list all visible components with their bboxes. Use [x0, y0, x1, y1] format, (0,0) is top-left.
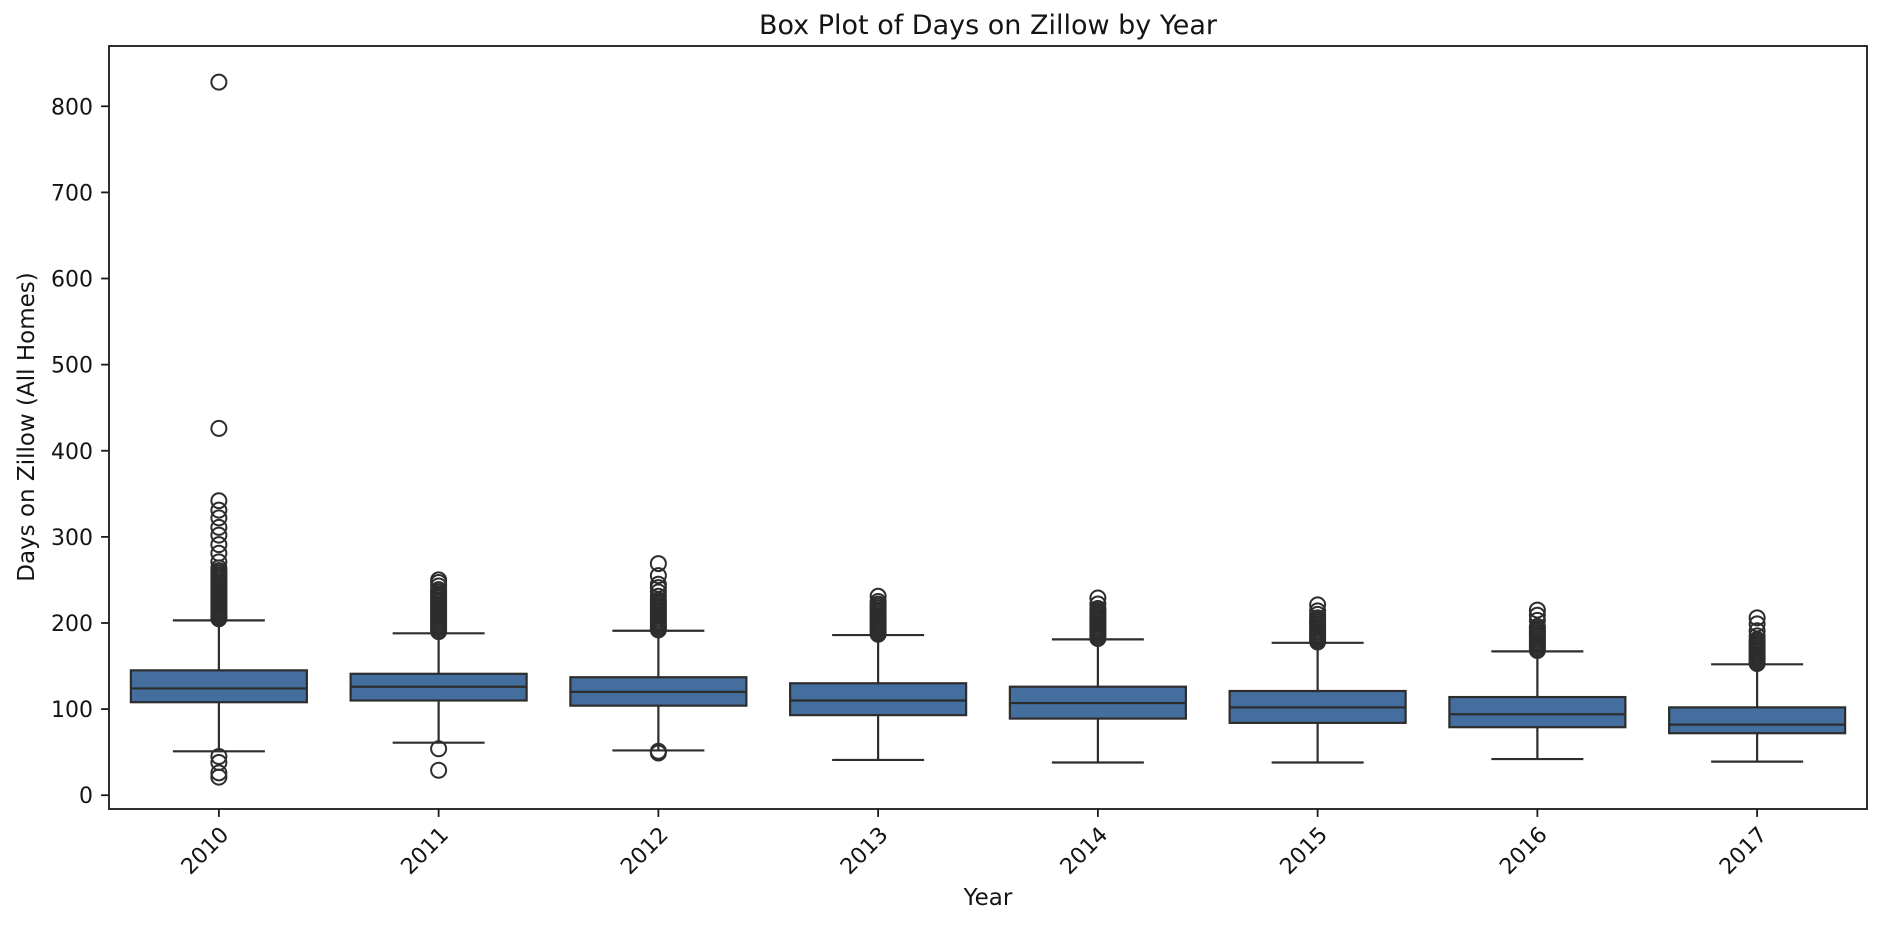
- x-tick-label: 2013: [836, 823, 893, 880]
- outlier-point: [1309, 602, 1327, 620]
- axis-ticks-layer: 0 100 200 300 400 500 600 700 800 2010 2011 2012 201…: [51, 95, 1772, 880]
- outlier-point: [1089, 589, 1107, 607]
- outlier-point: [1748, 615, 1766, 633]
- outlier-point: [1089, 599, 1107, 617]
- outlier-point: [869, 592, 887, 610]
- y-tick-label: 600: [51, 268, 93, 293]
- outlier-point: [210, 553, 228, 571]
- plot-border: [108, 45, 1868, 810]
- x-tick-label: 2017: [1715, 823, 1772, 880]
- outlier-point: [210, 747, 228, 765]
- box-group-2014: [1008, 589, 1187, 764]
- outlier-point: [649, 583, 667, 601]
- outlier-point: [210, 501, 228, 519]
- y-tick-label: 200: [51, 612, 93, 637]
- x-tick-label: 2010: [177, 823, 234, 880]
- outlier-point: [1528, 606, 1546, 624]
- x-axis-label: Year: [963, 885, 1013, 911]
- outlier-point: [1089, 595, 1107, 613]
- outlier-point: [649, 587, 667, 605]
- outlier-point: [210, 526, 228, 544]
- outlier-point: [210, 419, 228, 437]
- outlier-point: [649, 567, 667, 585]
- outlier-point: [430, 571, 448, 589]
- x-tick-label: 2011: [397, 823, 454, 880]
- iqr-box: [1448, 695, 1627, 729]
- outlier-point: [649, 575, 667, 593]
- y-tick-label: 700: [51, 181, 93, 206]
- outlier-point: [1748, 627, 1766, 645]
- outlier-point: [1309, 596, 1327, 614]
- x-tick-label: 2016: [1495, 823, 1552, 880]
- outlier-point: [1528, 601, 1546, 619]
- box-group-2013: [789, 587, 968, 762]
- box-group-2017: [1668, 609, 1847, 763]
- outlier-point: [210, 73, 228, 91]
- iqr-box: [789, 682, 968, 717]
- outlier-point: [869, 587, 887, 605]
- outlier-point: [1748, 609, 1766, 627]
- chart-title: Box Plot of Days on Zillow by Year: [759, 10, 1218, 41]
- box-group-2012: [569, 555, 748, 762]
- outlier-point: [210, 518, 228, 536]
- y-tick-label: 800: [51, 95, 93, 120]
- x-tick-label: 2014: [1056, 823, 1113, 880]
- outlier-point: [210, 764, 228, 782]
- iqr-box: [1668, 706, 1847, 735]
- outlier-point: [1528, 618, 1546, 636]
- outlier-point: [649, 744, 667, 762]
- outlier-point: [1528, 611, 1546, 629]
- y-tick-label: 500: [51, 354, 93, 379]
- x-tick-label: 2012: [616, 823, 673, 880]
- box-group-2016: [1448, 601, 1627, 761]
- outlier-point: [210, 509, 228, 527]
- outlier-point: [210, 768, 228, 786]
- box-group-2011: [349, 571, 528, 779]
- y-tick-label: 0: [79, 784, 93, 809]
- y-axis-label: Days on Zillow (All Homes): [14, 272, 40, 581]
- outlier-point: [430, 740, 448, 758]
- outlier-point: [430, 761, 448, 779]
- boxes-layer: [129, 73, 1847, 786]
- x-tick-label: 2015: [1276, 823, 1333, 880]
- outlier-point: [1748, 622, 1766, 640]
- box-group-2015: [1228, 596, 1407, 764]
- iqr-box: [129, 669, 308, 704]
- outlier-point: [210, 492, 228, 510]
- y-tick-label: 400: [51, 440, 93, 465]
- y-tick-label: 100: [51, 698, 93, 723]
- y-tick-label: 300: [51, 526, 93, 551]
- outlier-point: [210, 544, 228, 562]
- outlier-point: [649, 555, 667, 573]
- box-group-2010: [129, 73, 308, 786]
- outlier-point: [210, 536, 228, 554]
